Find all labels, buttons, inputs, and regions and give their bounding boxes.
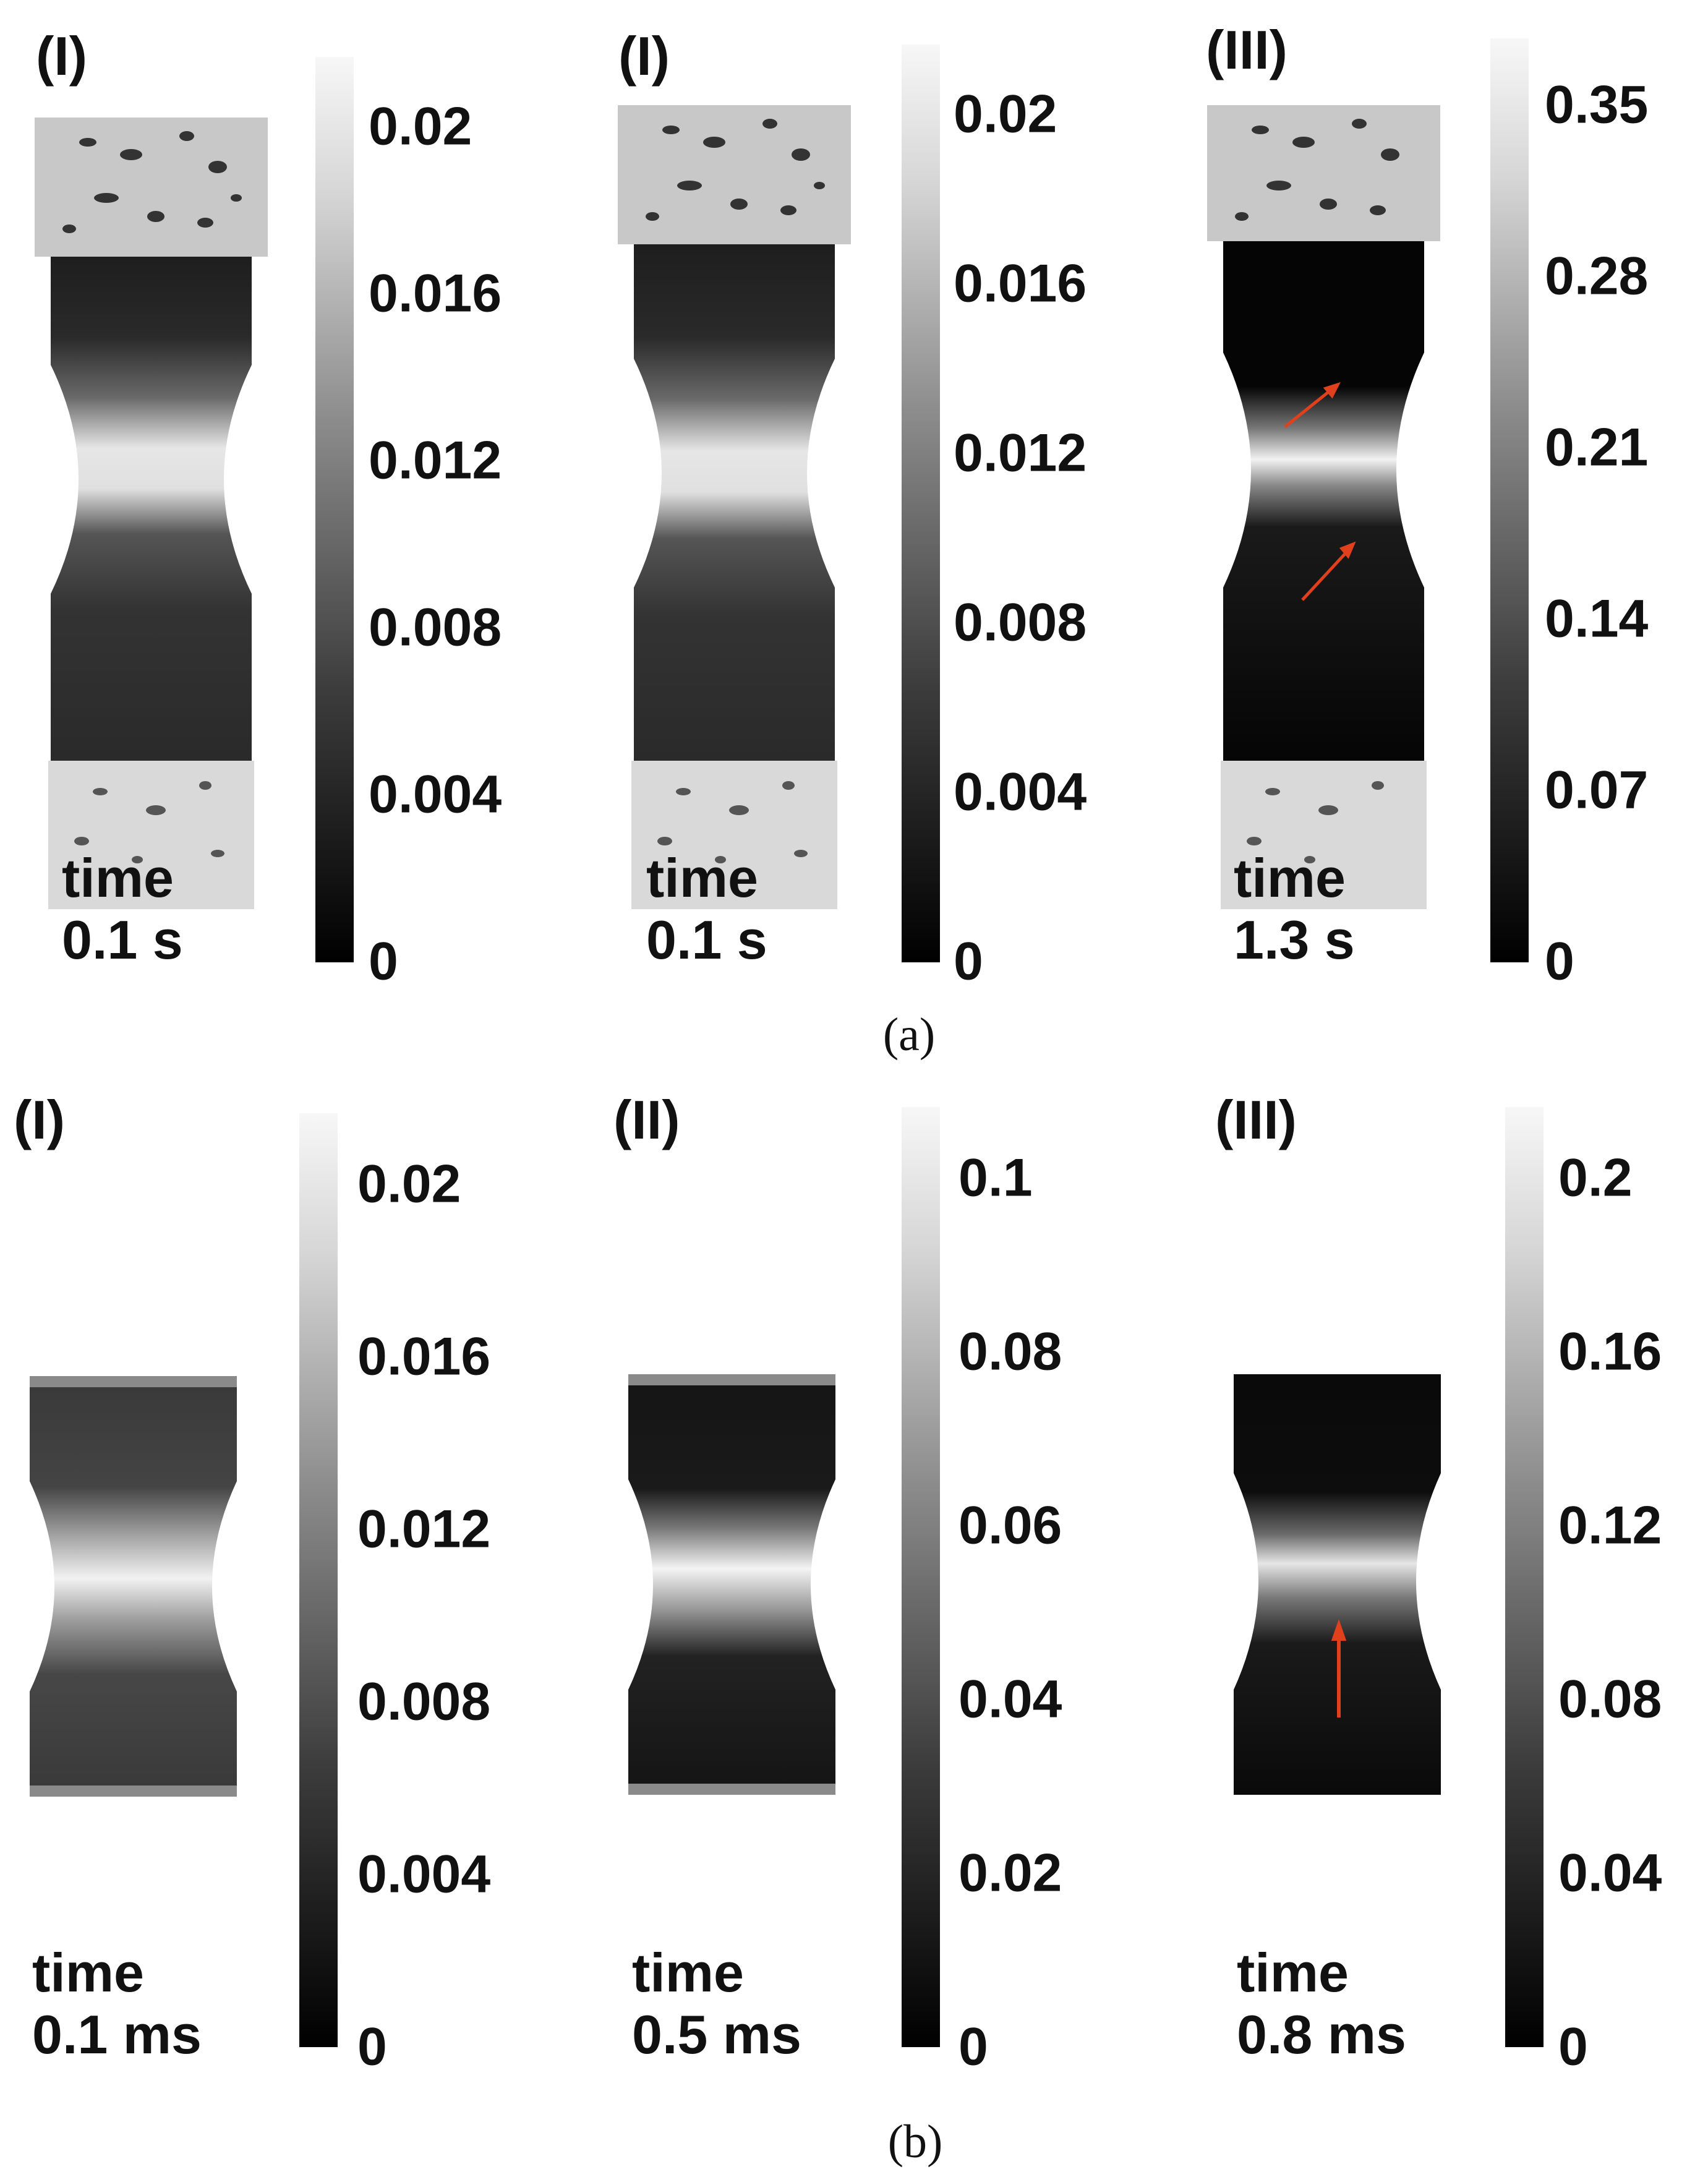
colorbar-tick: 0.02 (954, 84, 1057, 144)
colorbar (315, 57, 354, 962)
time-word: time (632, 1942, 744, 2003)
colorbar-tick: 0 (1545, 931, 1574, 991)
colorbar-tick: 0.1 (959, 1148, 1033, 1208)
colorbar-tick: 0.02 (357, 1154, 461, 1214)
colorbar-tick: 0.2 (1558, 1148, 1633, 1208)
colorbar-tick: 0.004 (369, 764, 502, 824)
time-value: 0.1 ms (32, 2004, 202, 2065)
colorbar-tick: 0.14 (1545, 589, 1649, 649)
panel-label: (III) (1206, 19, 1287, 80)
colorbar-tick: 0.008 (954, 592, 1087, 652)
colorbar-tick: 0.02 (959, 1843, 1062, 1903)
specimen-image (1234, 1374, 1441, 1795)
colorbar-tick: 0.08 (959, 1322, 1062, 1382)
time-value: 0.1 s (62, 909, 183, 970)
colorbar-tick: 0 (357, 2017, 387, 2077)
colorbar-tick: 0.06 (959, 1495, 1062, 1555)
colorbar (1490, 38, 1529, 962)
colorbar (902, 1107, 940, 2047)
colorbar-tick: 0.004 (357, 1844, 491, 1904)
colorbar (299, 1113, 338, 2047)
colorbar-tick: 0.016 (954, 254, 1087, 314)
time-label: time 0.5 ms (632, 1942, 801, 2066)
colorbar-tick: 0.012 (357, 1499, 491, 1559)
time-value: 0.8 ms (1237, 2004, 1406, 2065)
colorbar-tick: 0.004 (954, 762, 1087, 822)
arrow-marker (1331, 1619, 1347, 1717)
specimen-image (30, 1376, 237, 1797)
time-value: 0.5 ms (632, 2004, 801, 2065)
time-value: 0.1 s (646, 909, 767, 970)
time-word: time (1234, 847, 1346, 909)
colorbar-tick: 0.07 (1545, 760, 1649, 820)
colorbar-tick: 0.04 (1558, 1843, 1662, 1903)
figure-caption-b: (b) (887, 2116, 943, 2168)
time-label: time 0.1 s (646, 847, 767, 971)
colorbar-tick: 0.008 (369, 597, 502, 657)
time-label: time 0.8 ms (1237, 1942, 1406, 2066)
arrow-markers (1284, 382, 1356, 601)
colorbar-tick: 0.02 (369, 96, 472, 156)
specimen-image (35, 118, 268, 909)
colorbar-tick: 0 (959, 2017, 988, 2077)
colorbar-tick: 0.28 (1545, 246, 1649, 306)
time-label: time 1.3 s (1234, 847, 1355, 971)
panel-label: (II) (613, 1089, 680, 1150)
colorbar-tick: 0 (954, 931, 983, 991)
panel-label: (III) (1215, 1089, 1297, 1150)
panel-label: (I) (36, 25, 88, 87)
colorbar-tick: 0.008 (357, 1672, 491, 1732)
colorbar-tick: 0.012 (369, 430, 502, 490)
specimen-image (618, 105, 851, 909)
time-value: 1.3 s (1234, 909, 1355, 970)
panel-label: (I) (618, 25, 670, 87)
time-label: time 0.1 ms (32, 1942, 202, 2066)
time-word: time (62, 847, 174, 909)
time-label: time 0.1 s (62, 847, 183, 971)
time-word: time (1237, 1942, 1349, 2003)
colorbar-tick: 0.016 (357, 1327, 491, 1387)
time-word: time (32, 1942, 144, 2003)
colorbar-tick: 0.016 (369, 263, 502, 323)
colorbar-tick: 0.12 (1558, 1495, 1662, 1555)
colorbar-tick: 0.21 (1545, 417, 1649, 477)
panel-label: (I) (14, 1089, 66, 1150)
specimen-image (628, 1374, 835, 1795)
specimen-image (1207, 105, 1440, 909)
figure-caption-a: (a) (882, 1009, 936, 1061)
colorbar-tick: 0.08 (1558, 1669, 1662, 1729)
colorbar-tick: 0.16 (1558, 1322, 1662, 1382)
colorbar-tick: 0.35 (1545, 75, 1649, 135)
colorbar-tick: 0 (1558, 2017, 1588, 2077)
colorbar (1505, 1107, 1544, 2047)
colorbar (902, 45, 940, 962)
colorbar-tick: 0.012 (954, 423, 1087, 483)
colorbar-tick: 0 (369, 931, 398, 991)
colorbar-tick: 0.04 (959, 1669, 1062, 1729)
time-word: time (646, 847, 758, 909)
